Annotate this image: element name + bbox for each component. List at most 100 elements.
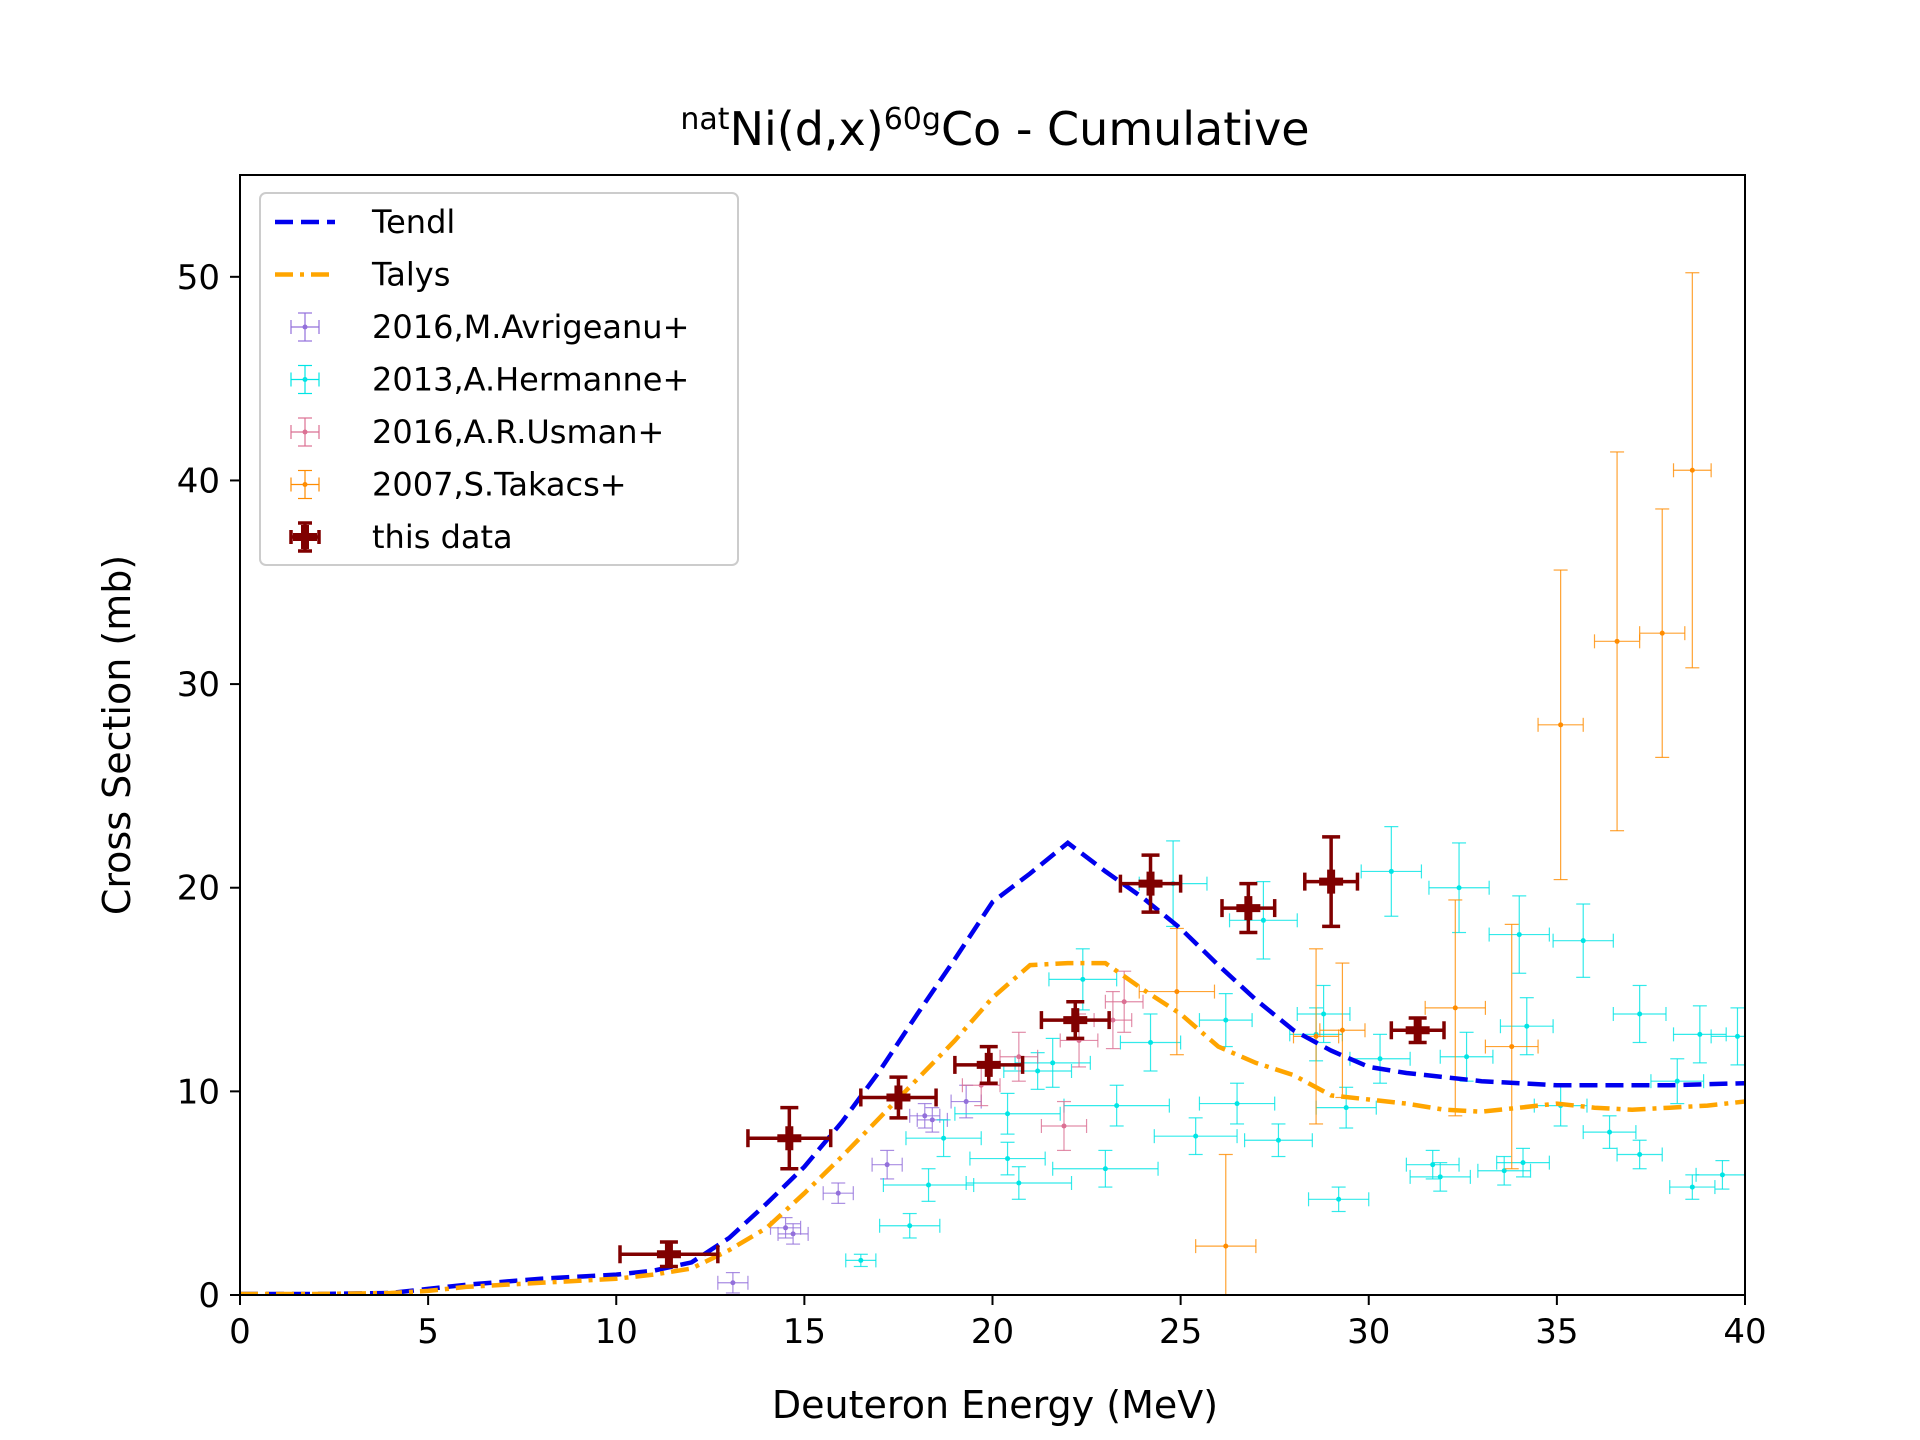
data-point — [954, 1092, 1061, 1135]
marker-dot — [1114, 1103, 1120, 1109]
data-point — [909, 1102, 941, 1129]
data-point — [879, 1212, 941, 1239]
marker-dot — [1430, 1162, 1436, 1168]
data-point — [1650, 1058, 1705, 1105]
marker-dot — [1223, 1243, 1229, 1249]
marker-dot — [1321, 1011, 1327, 1017]
x-tick-label: 35 — [1535, 1312, 1578, 1352]
marker-dot — [835, 1190, 841, 1196]
data-layer — [240, 272, 1745, 1295]
y-tick-label: 50 — [177, 258, 220, 298]
data-point — [1695, 1159, 1745, 1190]
series-2007-s-takacs — [1138, 272, 1712, 1295]
marker-dot — [884, 1162, 890, 1168]
data-point — [1039, 1000, 1111, 1041]
data-point — [882, 1168, 975, 1202]
marker-dot — [1607, 1129, 1613, 1135]
data-point — [845, 1253, 877, 1268]
marker-dot — [1437, 1174, 1443, 1180]
legend-label: 2007,S.Takacs+ — [372, 466, 627, 504]
marker-dot — [1524, 1023, 1530, 1029]
marker-plus — [1319, 869, 1344, 894]
marker-dot — [1509, 1044, 1515, 1050]
data-point — [1195, 1153, 1257, 1295]
series-this-data — [618, 835, 1446, 1269]
data-point — [1496, 1147, 1550, 1178]
legend-label: this data — [372, 518, 513, 556]
data-point — [1552, 903, 1614, 978]
data-point — [1389, 1016, 1446, 1045]
data-point — [1040, 1100, 1088, 1152]
marker-dot — [941, 1135, 947, 1141]
legend-marker-swatch — [290, 364, 320, 395]
data-point — [859, 1075, 938, 1120]
marker-dot — [1035, 1068, 1041, 1074]
marker-dot — [858, 1257, 864, 1263]
marker-plus — [1405, 1018, 1430, 1043]
marker-plus — [777, 1126, 802, 1151]
marker-dot — [1050, 1060, 1056, 1066]
marker-dot — [1697, 1031, 1703, 1037]
data-point — [1428, 842, 1490, 934]
marker-dot — [1336, 1196, 1342, 1202]
data-point — [1488, 895, 1550, 974]
data-point — [1639, 508, 1686, 759]
legend: Tendl Talys 2016,M.Avrigeanu+ 2013,A.Herman… — [259, 192, 739, 566]
data-point — [1118, 853, 1183, 914]
legend-item-2007-s-takacs: 2007,S.Takacs+ — [290, 466, 627, 504]
data-point — [1052, 1149, 1159, 1188]
data-point — [1048, 948, 1118, 1011]
marker-dot — [1377, 1056, 1383, 1062]
data-point — [1424, 899, 1486, 1117]
data-point — [1409, 1162, 1471, 1192]
data-point — [1537, 569, 1584, 881]
legend-marker-swatch — [290, 417, 320, 447]
marker-dot — [1339, 1027, 1345, 1033]
marker-plus — [656, 1242, 681, 1267]
data-point — [1612, 984, 1667, 1044]
marker-dot — [1501, 1168, 1507, 1174]
marker-dot — [1174, 989, 1180, 995]
title-element: Ni(d,x) — [730, 102, 884, 156]
title-prefix-superscript: nat — [680, 102, 729, 137]
marker-dot — [1614, 638, 1620, 644]
legend-label: Talys — [371, 256, 450, 294]
marker-dot — [1580, 938, 1586, 944]
marker-dot — [1516, 932, 1522, 938]
data-point — [777, 1223, 809, 1245]
x-tick-label: 15 — [783, 1312, 826, 1352]
data-point — [1360, 826, 1423, 917]
data-point — [1220, 881, 1277, 935]
marker-dot — [783, 1225, 789, 1231]
data-point — [1138, 927, 1216, 1056]
marker-plus — [1063, 1008, 1088, 1033]
marker-dot — [1234, 1101, 1240, 1107]
data-point — [1198, 993, 1253, 1048]
series-talys-line — [240, 960, 1745, 1295]
legend-label: 2016,A.R.Usman+ — [372, 413, 664, 451]
y-axis-label: Cross Section (mb) — [95, 555, 139, 915]
marker-dot — [1005, 1111, 1011, 1117]
legend-item-tendl: Tendl — [275, 203, 455, 241]
marker-dot — [1520, 1160, 1526, 1166]
data-point — [1672, 1005, 1727, 1064]
data-point — [1198, 1082, 1276, 1125]
data-point — [1303, 835, 1360, 929]
data-point — [1616, 1139, 1663, 1170]
y-tick-label: 0 — [198, 1276, 220, 1316]
marker-dot — [1689, 467, 1695, 473]
data-point — [1672, 272, 1712, 669]
legend-label: 2013,A.Hermanne+ — [372, 361, 689, 399]
marker-dot — [1313, 1033, 1319, 1039]
data-point — [1296, 984, 1351, 1044]
x-tick-label: 5 — [417, 1312, 439, 1352]
marker-dot — [1689, 1184, 1695, 1190]
marker-dot — [1016, 1180, 1022, 1186]
marker-plus — [886, 1085, 911, 1110]
legend-marker-swatch — [290, 469, 320, 500]
marker-dot — [922, 1113, 928, 1119]
data-point — [1315, 1086, 1377, 1129]
data-point — [871, 1149, 903, 1180]
marker-dot — [730, 1280, 736, 1286]
